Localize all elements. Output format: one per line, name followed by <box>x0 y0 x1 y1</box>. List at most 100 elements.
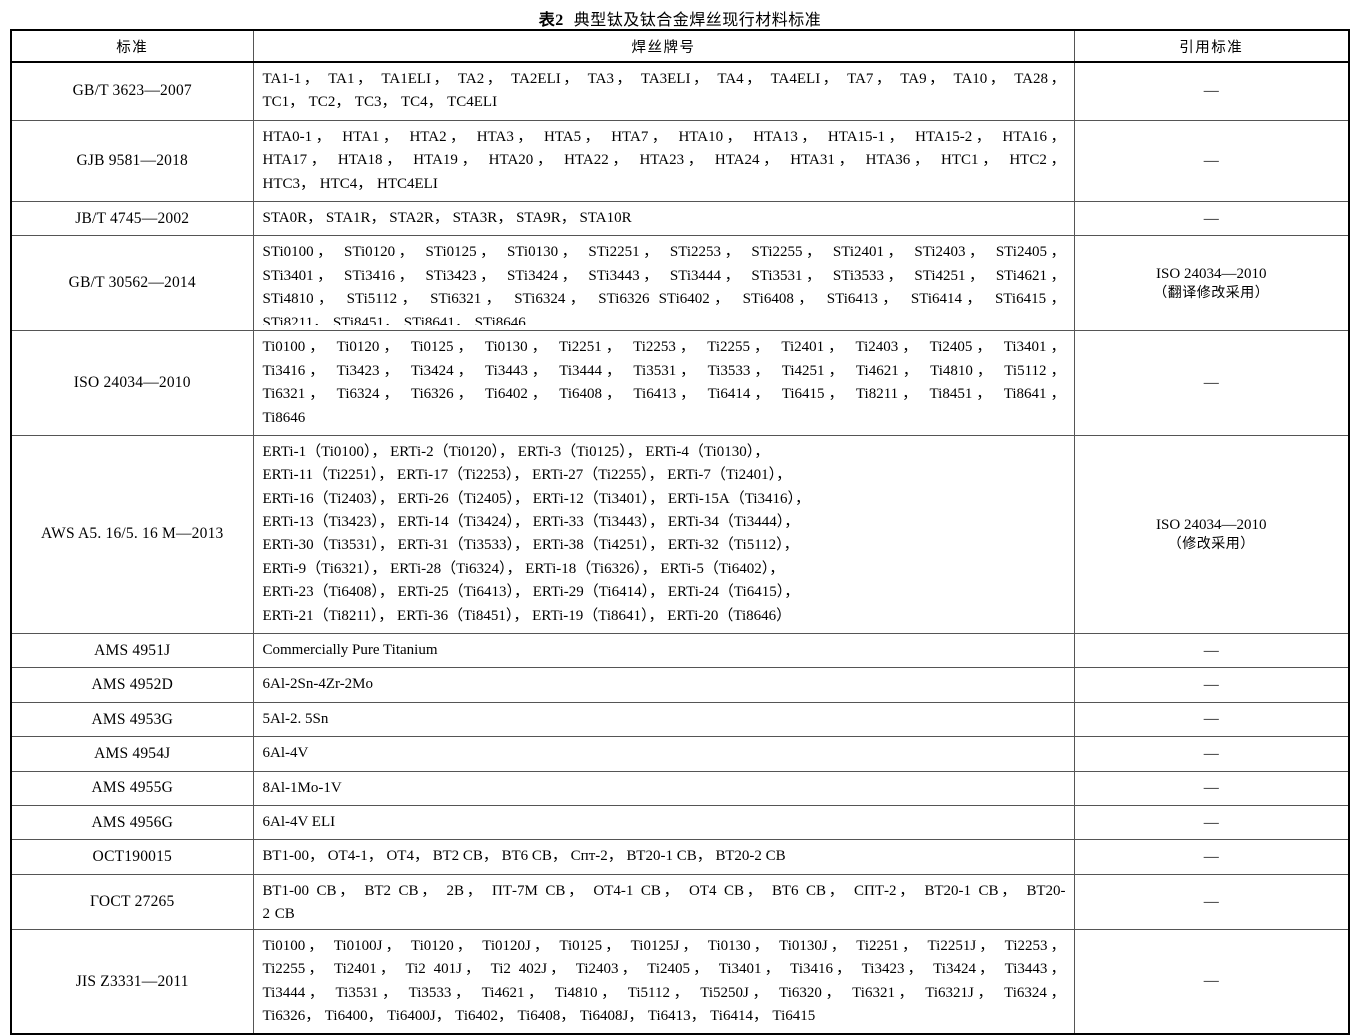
cell-reference: — <box>1073 804 1350 841</box>
grades-line: ERTi-9（Ti6321）， ERTi-28（Ti6324）， ERTi-18… <box>262 560 785 577</box>
cell-grades: HTA0-1， HTA1， HTA2， HTA3， HTA5， HTA7， HT… <box>252 119 1075 202</box>
grades-line: Ti8646 <box>262 409 306 426</box>
table-row: AMS 4952D 6Al-2Sn-4Zr-2Mo — <box>10 667 1350 703</box>
grades-line: TA1-1， TA1， TA1ELI， TA2， TA2ELI， TA3， TA… <box>262 71 1066 87</box>
grades-line: ERTi-1（Ti0100）， ERTi-2（Ti0120）， ERTi-3（T… <box>262 443 770 460</box>
cell-reference: — <box>1073 928 1350 1035</box>
reference-dash: — <box>1203 780 1219 797</box>
grades-line: Commercially Pure Titanium <box>262 642 438 659</box>
grades-line: Ti3416， Ti3423， Ti3424， Ti3443， Ti3444， … <box>262 362 1066 379</box>
column-header-standard: 标准 <box>10 29 254 63</box>
cell-reference: — <box>1073 770 1350 806</box>
cell-standard: AMS 4951J <box>10 633 254 669</box>
cell-grades: Ti0100， Ti0120， Ti0125， Ti0130， Ti2251， … <box>252 330 1075 436</box>
cell-grades: ВТ1-00 СВ， ВТ2 СВ， 2В， ПТ-7М СВ， ОТ4-1 С… <box>252 873 1075 930</box>
cell-standard: AWS A5. 16/5. 16 M—2013 <box>10 434 254 635</box>
cell-grades: ВТ1-00， ОТ4-1， ОТ4， ВТ2 СВ， ВТ6 СВ， Спт-… <box>252 839 1075 875</box>
grades-clipped-block: ВТ1-00 СВ， ВТ2 СВ， 2В， ПТ-7М СВ， ОТ4-1 С… <box>263 880 1066 924</box>
reference-dash: — <box>1203 893 1219 910</box>
cell-grades: STA0R， STA1R， STA2R， STA3R， STA9R， STA10… <box>252 200 1075 237</box>
cell-reference: — <box>1073 839 1350 875</box>
grades-line: ВТ1-00 СВ， ВТ2 СВ， 2В， ПТ-7М СВ， ОТ4-1 С… <box>262 882 1066 899</box>
column-header-reference: 引用标准 <box>1073 29 1350 63</box>
reference-dash: — <box>1203 83 1219 100</box>
cell-grades: 6Al-4V <box>252 736 1075 772</box>
table-caption-text: 典型钛及钛合金焊丝现行材料标准 <box>573 12 822 29</box>
table-row: ОСТ190015 ВТ1-00， ОТ4-1， ОТ4， ВТ2 СВ， ВТ… <box>10 839 1350 875</box>
cell-standard: JB/T 4745—2002 <box>10 200 254 237</box>
column-header-grades: 焊丝牌号 <box>252 29 1075 63</box>
cell-grades: 6Al-4V ELI <box>252 804 1075 841</box>
grades-line: STA0R， STA1R， STA2R， STA3R， STA9R， STA10… <box>262 209 632 226</box>
reference-dash: — <box>1203 210 1219 227</box>
cell-grades: STi0100， STi0120， STi0125， STi0130， STi2… <box>252 235 1075 332</box>
cell-standard: GB/T 3623—2007 <box>10 61 254 121</box>
cell-standard: ISO 24034—2010 <box>10 330 254 436</box>
cell-reference: — <box>1073 873 1350 930</box>
table-row: AMS 4954J 6Al-4V — <box>10 736 1350 772</box>
grades-line: HTC3， HTC4， HTC4ELI <box>262 175 438 192</box>
reference-note: （翻译修改采用） <box>1153 285 1270 302</box>
grades-line: Ti6326， Ti6400， Ti6400J， Ti6402， Ti6408，… <box>262 1007 816 1024</box>
grades-line: ERTi-13（Ti3423）， ERTi-14（Ti3424）， ERTi-3… <box>262 514 800 531</box>
reference-dash: — <box>1203 814 1219 831</box>
cell-reference: ISO 24034—2010 （翻译修改采用） <box>1073 235 1350 332</box>
table-row: AMS 4953G 5Al-2. 5Sn — <box>10 701 1350 738</box>
grades-line: ERTi-16（Ti2403）， ERTi-26（Ti2405）， ERTi-1… <box>262 490 811 507</box>
cell-grades: 8Al-1Mo-1V <box>252 770 1075 806</box>
table-row: ISO 24034—2010 Ti0100， Ti0120， Ti0125， T… <box>10 330 1350 436</box>
grades-line: Ti6321， Ti6324， Ti6326， Ti6402， Ti6408， … <box>262 386 1066 403</box>
reference-dash: — <box>1203 745 1219 762</box>
grades-line: STi8211， STi8451， STi8641， STi8646 <box>262 314 526 326</box>
cell-reference: — <box>1073 61 1350 121</box>
cell-reference: ISO 24034—2010 （修改采用） <box>1073 434 1350 635</box>
reference-dash: — <box>1203 375 1219 391</box>
table-row: GB/T 30562—2014 STi0100， STi0120， STi012… <box>10 235 1350 332</box>
cell-standard: AMS 4956G <box>10 804 254 841</box>
grades-line: STi0100， STi0120， STi0125， STi0130， STi2… <box>262 244 1066 261</box>
grades-line: Ti3444， Ti3531， Ti3533， Ti4621， Ti4810， … <box>262 984 1066 1001</box>
cell-standard: AMS 4953G <box>10 701 254 738</box>
table-row: AWS A5. 16/5. 16 M—2013 ERTi-1（Ti0100）， … <box>10 434 1350 635</box>
reference-dash: — <box>1203 676 1219 693</box>
cell-grades: 5Al-2. 5Sn <box>252 701 1075 738</box>
cell-grades: ERTi-1（Ti0100）， ERTi-2（Ti0120）， ERTi-3（T… <box>252 434 1075 635</box>
grades-line: 6Al-4V ELI <box>262 813 336 830</box>
grades-line: TC1， TC2， TC3， TC4， TC4ELI <box>262 94 498 111</box>
table-row: JB/T 4745—2002 STA0R， STA1R， STA2R， STA3… <box>10 200 1350 237</box>
cell-reference: — <box>1073 330 1350 436</box>
cell-grades: Ti0100， Ti0100J， Ti0120， Ti0120J， Ti0125… <box>252 928 1075 1035</box>
table-caption-label: 表2 <box>538 12 564 29</box>
reference-dash: — <box>1203 973 1219 990</box>
cell-reference: — <box>1073 200 1350 237</box>
grades-line: ERTi-30（Ti3531）， ERTi-31（Ti3533）， ERTi-3… <box>262 537 799 554</box>
reference-dash: — <box>1203 711 1219 728</box>
grades-line: Ti0100， Ti0120， Ti0125， Ti0130， Ti2251， … <box>262 339 1066 356</box>
cell-standard: GB/T 30562—2014 <box>10 235 254 332</box>
reference-standard: ISO 24034—2010 <box>1156 516 1267 533</box>
reference-dash: — <box>1203 848 1219 865</box>
table-row: JIS Z3331—2011 Ti0100， Ti0100J， Ti0120， … <box>10 928 1350 1035</box>
table-row: ГОСТ 27265 ВТ1-00 СВ， ВТ2 СВ， 2В， ПТ-7М … <box>10 873 1350 930</box>
cell-standard: AMS 4952D <box>10 667 254 703</box>
cell-reference: — <box>1073 736 1350 772</box>
table-row: AMS 4951J Commercially Pure Titanium — <box>10 633 1350 669</box>
cell-reference: — <box>1073 701 1350 738</box>
table-row: AMS 4956G 6Al-4V ELI — <box>10 804 1350 841</box>
cell-reference: — <box>1073 119 1350 202</box>
table-row: GJB 9581—2018 HTA0-1， HTA1， HTA2， HTA3， … <box>10 119 1350 202</box>
grades-line: 5Al-2. 5Sn <box>262 710 329 727</box>
grades-line: ERTi-11（Ti2251）， ERTi-17（Ti2253）， ERTi-2… <box>262 467 792 484</box>
grades-line: ERTi-23（Ti6408）， ERTi-25（Ti6413）， ERTi-2… <box>262 584 800 601</box>
grades-line: HTA0-1， HTA1， HTA2， HTA3， HTA5， HTA7， HT… <box>262 128 1066 145</box>
cell-standard: AMS 4954J <box>10 736 254 772</box>
cell-grades: TA1-1， TA1， TA1ELI， TA2， TA2ELI， TA3， TA… <box>252 61 1075 121</box>
table-body: GB/T 3623—2007 TA1-1， TA1， TA1ELI， TA2， … <box>10 61 1350 1035</box>
reference-dash: — <box>1203 152 1219 169</box>
table-row: GB/T 3623—2007 TA1-1， TA1， TA1ELI， TA2， … <box>10 61 1350 121</box>
cell-standard: JIS Z3331—2011 <box>10 928 254 1035</box>
grades-line: 6Al-2Sn-4Zr-2Mo <box>262 676 374 693</box>
grades-line: ВТ1-00， ОТ4-1， ОТ4， ВТ2 СВ， ВТ6 СВ， Спт-… <box>262 848 786 865</box>
grades-line: STi3401， STi3416， STi3423， STi3424， STi3… <box>262 267 1066 284</box>
grades-line: Ti2255， Ti2401， Ti2 401J， Ti2 402J， Ti24… <box>262 961 1066 978</box>
